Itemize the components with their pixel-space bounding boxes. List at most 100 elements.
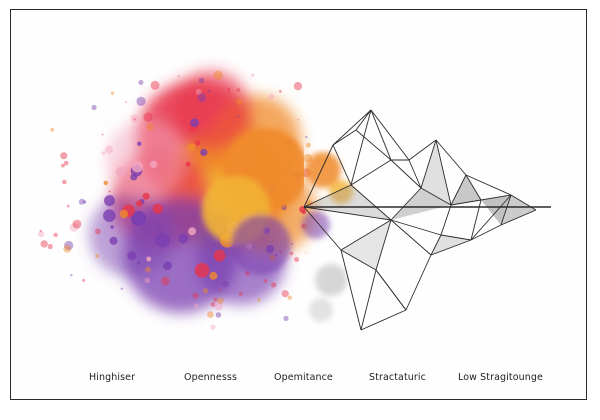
paint-droplet: [210, 324, 216, 330]
paint-droplet: [150, 80, 160, 90]
paint-droplet: [78, 198, 85, 205]
wireframe-mountains: [303, 109, 551, 331]
wireframe-edge: [355, 109, 372, 131]
paint-droplet: [195, 140, 201, 146]
wireframe-edge: [332, 144, 352, 186]
paint-droplet: [115, 166, 126, 177]
paint-droplet: [188, 227, 197, 236]
wireframe-edge: [303, 206, 392, 221]
paint-droplet: [293, 82, 303, 91]
paint-droplet: [217, 297, 224, 304]
paint-droplet: [138, 80, 144, 85]
caption-label-2: Opennesss: [184, 372, 237, 383]
wireframe-edge: [435, 139, 452, 206]
paint-droplet: [150, 160, 158, 168]
paint-droplet: [95, 253, 100, 259]
wireframe-edge: [430, 234, 442, 256]
wireframe-edge: [500, 209, 537, 226]
paint-droplet: [60, 152, 68, 160]
paint-droplet: [299, 206, 306, 213]
paint-droplet: [110, 225, 114, 229]
wireframe-edge: [420, 187, 452, 206]
paint-droplet: [213, 297, 218, 302]
paint-droplet: [101, 151, 106, 156]
paint-droplet: [146, 256, 152, 262]
wireframe-edge: [350, 109, 372, 186]
wireframe-shaded-facet: [431, 235, 471, 255]
paint-droplet: [143, 112, 153, 122]
wireframe-edge: [370, 109, 410, 161]
paint-droplet: [136, 96, 146, 106]
artwork-frame: Hinghiser Opennesss Opemitance Stractatu…: [10, 9, 587, 400]
paint-droplet: [219, 289, 222, 292]
wireframe-shaded-facet: [421, 140, 451, 205]
paint-droplet: [82, 278, 86, 282]
paint-droplet: [283, 315, 289, 321]
paint-droplet: [72, 219, 82, 229]
paint-droplet: [237, 115, 240, 118]
paint-droplet: [222, 280, 230, 288]
wireframe-edge: [470, 224, 502, 241]
wireframe-edge: [408, 159, 422, 189]
paint-droplet: [178, 233, 189, 244]
paint-droplet: [104, 195, 115, 207]
paint-droplet: [155, 232, 170, 248]
splash-spill-blob: [315, 264, 347, 296]
paint-droplet: [108, 190, 111, 193]
wireframe-edge: [340, 249, 377, 271]
paint-droplet: [152, 203, 163, 214]
paint-droplet: [187, 143, 196, 152]
paint-droplet: [197, 93, 207, 103]
wireframe-edge: [350, 184, 392, 221]
paint-droplet: [236, 98, 243, 106]
wireframe-edge: [435, 139, 467, 176]
paint-droplet: [61, 163, 65, 168]
wireframe-edge: [375, 219, 392, 271]
splash-blob: [106, 120, 186, 200]
paint-droplet: [131, 211, 146, 226]
paint-droplet: [135, 200, 143, 207]
paint-droplet: [227, 87, 231, 92]
wireframe-edge: [500, 194, 512, 226]
wireframe-edge: [480, 194, 512, 201]
paint-droplet: [228, 91, 231, 94]
paint-droplet: [137, 141, 142, 146]
paint-droplet: [304, 251, 307, 254]
paint-droplet: [214, 301, 223, 311]
paint-droplet: [94, 226, 97, 229]
wireframe-edge: [370, 109, 392, 161]
wireframe-edge: [440, 204, 452, 236]
wireframe-shaded-facet: [341, 220, 391, 270]
paint-droplet: [145, 266, 151, 273]
paint-droplet: [144, 277, 150, 284]
paint-droplet: [195, 88, 202, 95]
wireframe-edge: [465, 174, 482, 201]
paint-droplet: [163, 261, 172, 271]
paint-droplet: [133, 118, 136, 121]
paint-droplet: [215, 312, 222, 318]
paint-droplet: [291, 242, 294, 245]
paint-droplet: [185, 161, 191, 167]
paint-droplet: [62, 179, 67, 185]
paint-droplet: [213, 249, 226, 262]
paint-droplet: [101, 133, 104, 136]
paint-droplet: [263, 279, 268, 283]
wireframe-edge: [440, 234, 472, 241]
wireframe-shaded-facet: [501, 195, 536, 225]
paint-droplet: [125, 101, 127, 103]
paint-droplet: [66, 204, 70, 208]
splash-core-blob: [231, 215, 291, 275]
paint-droplet: [183, 121, 186, 123]
paint-droplet: [50, 127, 55, 132]
paint-droplet: [131, 161, 143, 173]
paint-droplet: [294, 257, 300, 262]
paint-droplet: [251, 73, 255, 77]
paint-droplet: [130, 173, 138, 181]
paint-droplet: [178, 75, 180, 78]
paint-droplet: [200, 148, 208, 156]
caption-label-4: Stractaturic: [369, 372, 426, 383]
caption-label-5: Low Stragitounge: [458, 372, 543, 383]
paint-droplet: [207, 311, 214, 318]
wireframe-edge: [390, 219, 432, 256]
splash-spill-blob: [305, 152, 341, 188]
